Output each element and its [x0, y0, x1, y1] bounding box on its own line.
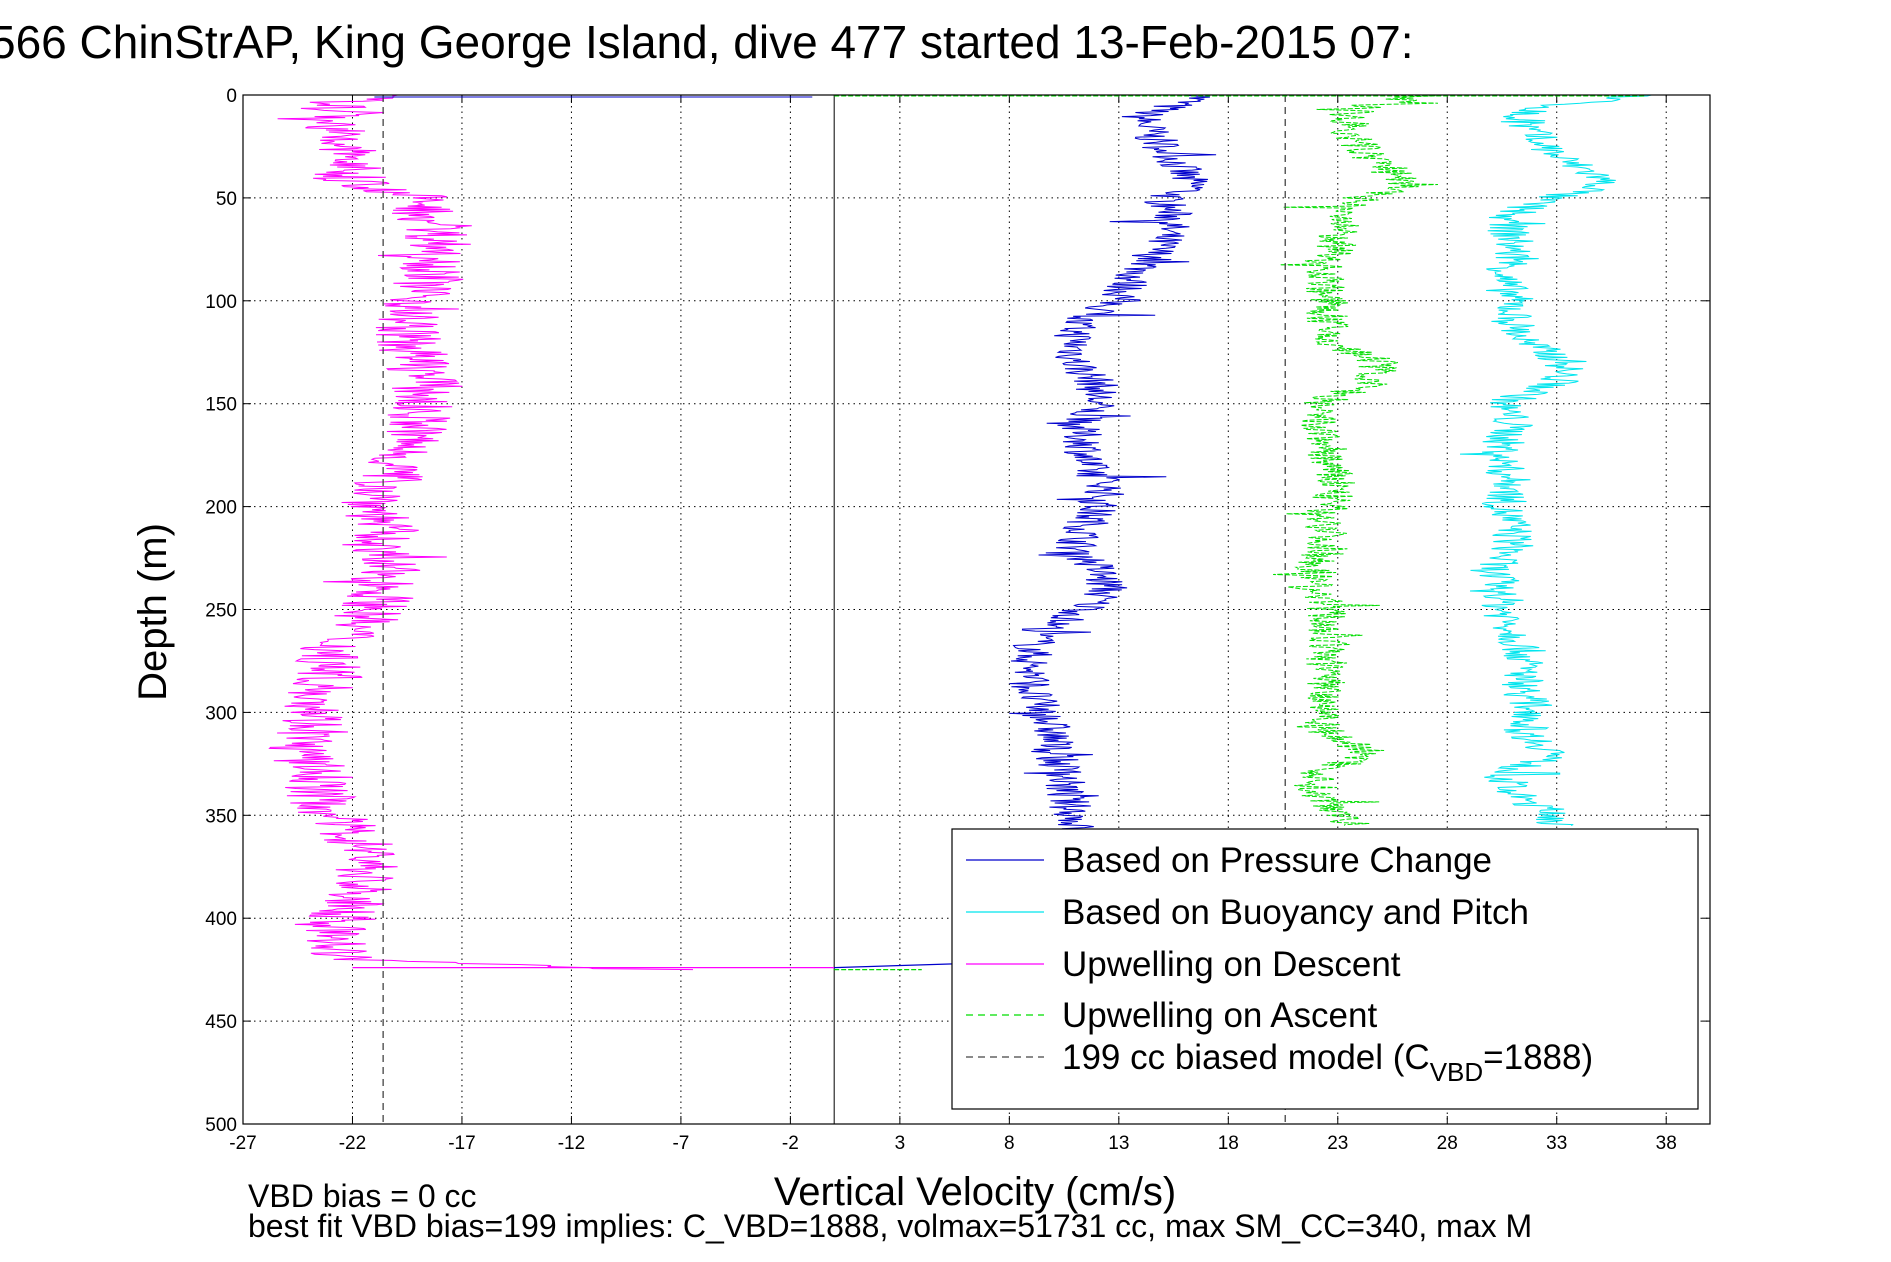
legend-label-1: Based on Buoyancy and Pitch	[1062, 893, 1529, 932]
y-tick-label: 200	[205, 498, 237, 519]
legend-label-3: Upwelling on Ascent	[1062, 996, 1377, 1035]
legend: Based on Pressure Change Based on Buoyanc…	[951, 828, 1699, 1110]
bottom-connector-pressure	[834, 962, 966, 969]
y-tick-label: 400	[205, 909, 237, 930]
footnote-bias: VBD bias = 0 cc	[248, 1178, 477, 1214]
x-tick-label: 18	[1218, 1133, 1239, 1154]
y-tick-label: 450	[205, 1012, 237, 1033]
series-line-1	[1459, 94, 1652, 827]
x-tick-label: 38	[1656, 1133, 1677, 1154]
series-line-0	[1009, 94, 1217, 837]
legend-label-4: 199 cc biased model (CVBD=1888)	[1062, 1038, 1593, 1087]
x-tick-label: 8	[1004, 1133, 1015, 1154]
y-tick-label: 300	[205, 703, 237, 724]
y-tick-label: 150	[205, 395, 237, 416]
x-tick-label: -2	[782, 1133, 799, 1154]
x-tick-label: -7	[672, 1133, 689, 1154]
x-tick-label: 13	[1108, 1133, 1129, 1154]
series-group	[268, 94, 1652, 1124]
y-tick-label: 50	[216, 189, 237, 210]
y-axis: 0 50 100 150 200 250 300 350 400 450 500	[205, 86, 1710, 1136]
legend-box	[951, 828, 1699, 1110]
y-tick-label: 350	[205, 806, 237, 827]
x-tick-label: 23	[1327, 1133, 1348, 1154]
series-line-3	[1273, 94, 1443, 826]
legend-label-2: Upwelling on Descent	[1062, 945, 1401, 984]
x-tick-label: -22	[339, 1133, 366, 1154]
y-tick-label: 100	[205, 292, 237, 313]
x-tick-label: 28	[1437, 1133, 1458, 1154]
x-tick-label: -12	[558, 1133, 585, 1154]
x-tick-label: 33	[1546, 1133, 1567, 1154]
y-tick-label: 500	[205, 1115, 237, 1136]
legend-label-0: Based on Pressure Change	[1062, 841, 1492, 880]
footnote-bestfit: best fit VBD bias=199 implies: C_VBD=188…	[248, 1208, 1532, 1244]
chart-title: 566 ChinStrAP, King George Island, dive …	[0, 16, 1414, 68]
x-axis: -27 -22 -17 -12 -7 -2 3 8 13 18 23 28 33 38	[229, 95, 1677, 1154]
x-tick-label: -27	[229, 1133, 256, 1154]
series-line-2	[268, 94, 694, 971]
y-tick-label: 250	[205, 601, 237, 622]
x-tick-label: 3	[895, 1133, 906, 1154]
x-tick-label: -17	[448, 1133, 475, 1154]
plot-frame	[242, 94, 1711, 1125]
y-tick-label: 0	[226, 86, 237, 107]
y-axis-label: Depth (m)	[131, 523, 175, 701]
x-axis-label: Vertical Velocity (cm/s)	[774, 1170, 1176, 1214]
